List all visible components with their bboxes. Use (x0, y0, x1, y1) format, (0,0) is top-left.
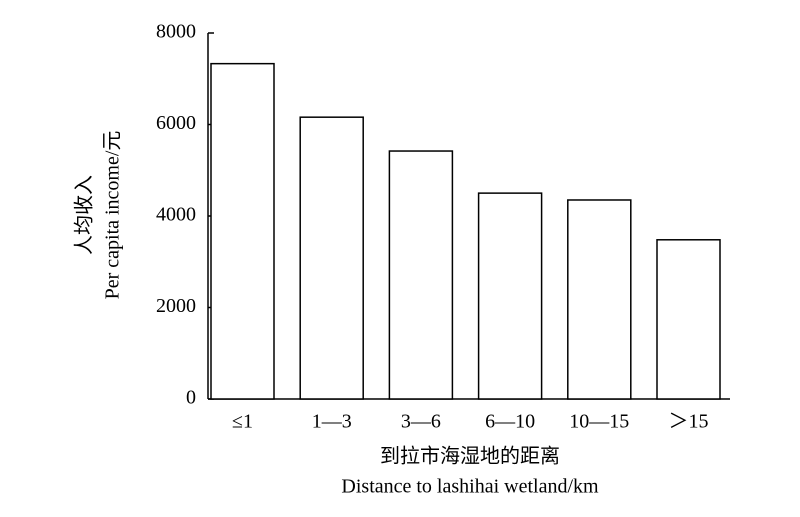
bar (299, 116, 364, 400)
y-axis-label: Per capita income/元 (102, 131, 124, 300)
y-tick-label: 2000 (156, 295, 196, 317)
x-tick-label: ≤1 (232, 411, 253, 433)
y-tick-label: 0 (186, 387, 196, 409)
x-tick-label: 1—3 (312, 411, 352, 433)
y-tick-label: 8000 (156, 21, 196, 43)
x-tick-label: 10—15 (569, 411, 629, 433)
y-tick-label: 6000 (156, 112, 196, 134)
x-tick-label: 3—6 (401, 411, 441, 433)
bar (477, 192, 543, 400)
bar (656, 239, 721, 400)
bar (210, 62, 275, 400)
y-axis-label: 人均收入 (73, 175, 96, 255)
bar (567, 199, 632, 400)
x-tick-label: ＞15 (669, 411, 709, 433)
bar (388, 150, 454, 400)
x-tick-label: 6—10 (485, 411, 535, 433)
x-axis-label: Distance to lashihai wetland/km (341, 476, 599, 498)
y-tick-label: 4000 (156, 204, 196, 226)
x-axis-label: 到拉市海湿地的距离 (380, 445, 560, 468)
